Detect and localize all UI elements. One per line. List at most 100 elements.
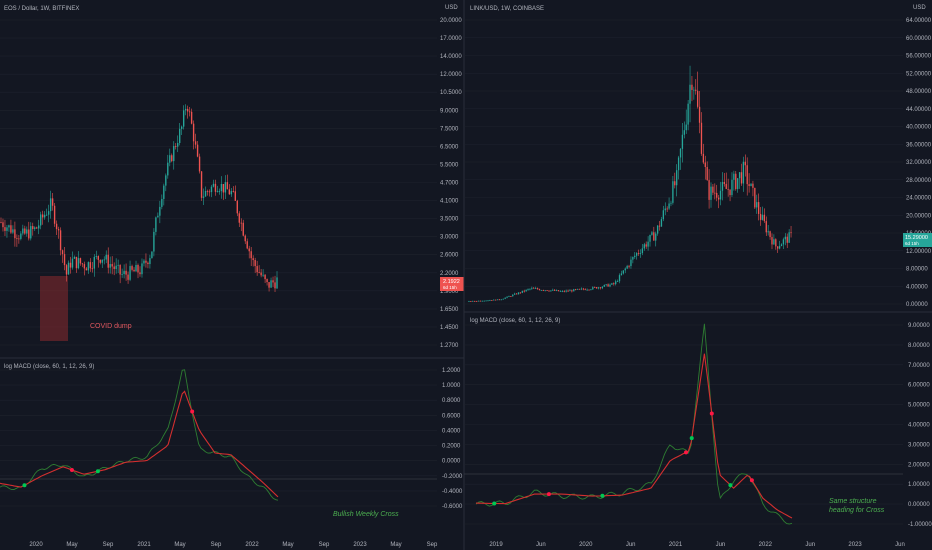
- candle-body: [489, 300, 491, 302]
- candle-body: [190, 111, 193, 124]
- candle-body: [738, 172, 741, 179]
- candle-body: [725, 183, 727, 189]
- candle-body: [681, 134, 684, 149]
- left-chart-title: EOS / Dollar, 1W, BITFINEX: [4, 6, 79, 12]
- candle-body: [192, 123, 195, 142]
- time-tick-label: May: [390, 542, 401, 548]
- candle-body: [49, 198, 52, 212]
- right-chart-panel[interactable]: LINK/USD, 1W, COINBASE 64.00000 60.00000 5…: [464, 5, 932, 548]
- candle-body: [99, 259, 101, 263]
- candle-body: [571, 290, 573, 292]
- candle-body: [721, 182, 724, 191]
- left-signal-line: [0, 390, 279, 498]
- price-tick-label: 20.0000: [440, 18, 462, 24]
- candle-body: [744, 161, 746, 166]
- candle-body: [93, 256, 96, 269]
- candle-body: [210, 186, 213, 193]
- candle-body: [527, 289, 529, 290]
- candle-body: [668, 203, 670, 209]
- left-macd-line: [0, 369, 279, 501]
- candle-body: [534, 288, 537, 290]
- candle-body: [550, 290, 552, 292]
- candle-body: [632, 257, 634, 260]
- price-tick-label: 9.0000: [440, 108, 459, 114]
- price-tick-label: 17.0000: [440, 36, 462, 42]
- candle-body: [28, 229, 30, 239]
- price-tick-label: -0.6000: [442, 504, 463, 510]
- candle-body: [129, 266, 131, 280]
- left-cross-dots: [22, 409, 195, 488]
- time-tick-label: 2021: [669, 542, 683, 548]
- candle-body: [491, 300, 493, 302]
- time-tick-label: Jun: [716, 542, 726, 548]
- price-tick-label: 1.9000: [440, 289, 459, 295]
- time-tick-label: 2023: [353, 542, 367, 548]
- candle-body: [531, 287, 533, 289]
- candle-body: [595, 287, 598, 289]
- candle-body: [636, 253, 638, 256]
- candle-body: [710, 186, 712, 200]
- time-tick-label: 2020: [29, 542, 43, 548]
- price-tick-label: 5.00000: [908, 403, 930, 409]
- candle-body: [43, 214, 46, 218]
- candle-body: [723, 182, 726, 184]
- right-macd-axis[interactable]: 9.00000 8.00000 7.00000 6.00000 5.00000 4.000…: [908, 323, 932, 528]
- right-macd-grid: [464, 324, 903, 525]
- candle-body: [260, 272, 262, 276]
- candle-body: [125, 270, 127, 275]
- candle-body: [30, 226, 32, 239]
- cross-dot: [95, 469, 100, 474]
- candle-body: [660, 219, 663, 227]
- candle-body: [555, 290, 558, 291]
- price-tick-label: 0.4000: [442, 428, 461, 434]
- candle-body: [746, 165, 748, 185]
- candle-body: [773, 239, 775, 245]
- candle-body: [226, 182, 229, 190]
- candle-body: [605, 284, 607, 286]
- candle-body: [91, 268, 94, 270]
- time-tick-label: Sep: [427, 542, 438, 548]
- candle-body: [523, 290, 525, 292]
- candle-body: [554, 289, 556, 291]
- candle-body: [224, 182, 227, 193]
- cross-dot: [684, 450, 689, 455]
- candle-body: [73, 256, 76, 259]
- candle-body: [695, 89, 697, 91]
- candle-body: [123, 270, 125, 275]
- candle-body: [238, 213, 240, 223]
- bullish-cross-annotation: Bullish Weekly Cross: [333, 511, 399, 518]
- candle-body: [748, 184, 750, 187]
- candle-body: [487, 300, 489, 302]
- candle-body: [512, 294, 514, 297]
- candle-body: [151, 251, 153, 259]
- candle-body: [525, 289, 527, 292]
- left-time-axis[interactable]: 2020 May Sep 2021 May Sep 2022 May Sep 2023 May Sep: [29, 542, 438, 548]
- time-tick-label: 2023: [848, 542, 862, 548]
- left-macd-axis[interactable]: 1.2000 1.0000 0.8000 0.6000 0.4000 0.2000 0.00…: [442, 368, 463, 510]
- candle-body: [111, 264, 113, 267]
- candle-body: [468, 301, 470, 302]
- left-candles: [0, 104, 278, 293]
- candle-body: [778, 246, 781, 249]
- price-tick-label: 4.00000: [908, 423, 930, 429]
- cross-dot: [22, 483, 27, 488]
- candle-body: [175, 146, 177, 147]
- candle-body: [77, 258, 80, 269]
- candle-body: [565, 290, 567, 292]
- candle-body: [232, 191, 235, 192]
- candle-body: [250, 251, 252, 259]
- candle-body: [494, 299, 497, 301]
- candle-body: [109, 264, 111, 268]
- candle-body: [700, 122, 703, 154]
- right-time-axis[interactable]: 2019 Jun 2020 Jun 2021 Jun 2022 Jun 2023 Jun: [489, 542, 905, 548]
- candle-body: [81, 263, 84, 265]
- candle-body: [790, 232, 792, 234]
- candle-body: [729, 189, 731, 196]
- candle-body: [206, 190, 209, 192]
- left-price-axis[interactable]: 20.0000 17.0000 14.0000 12.0000 10.5000 9.000…: [440, 18, 462, 349]
- left-chart-panel[interactable]: EOS / Dollar, 1W, BITFINEX COVID dump 20…: [0, 5, 464, 548]
- candle-body: [481, 300, 483, 302]
- price-tick-label: 32.00000: [906, 160, 932, 166]
- candle-body: [538, 289, 541, 291]
- cross-dot: [546, 492, 551, 497]
